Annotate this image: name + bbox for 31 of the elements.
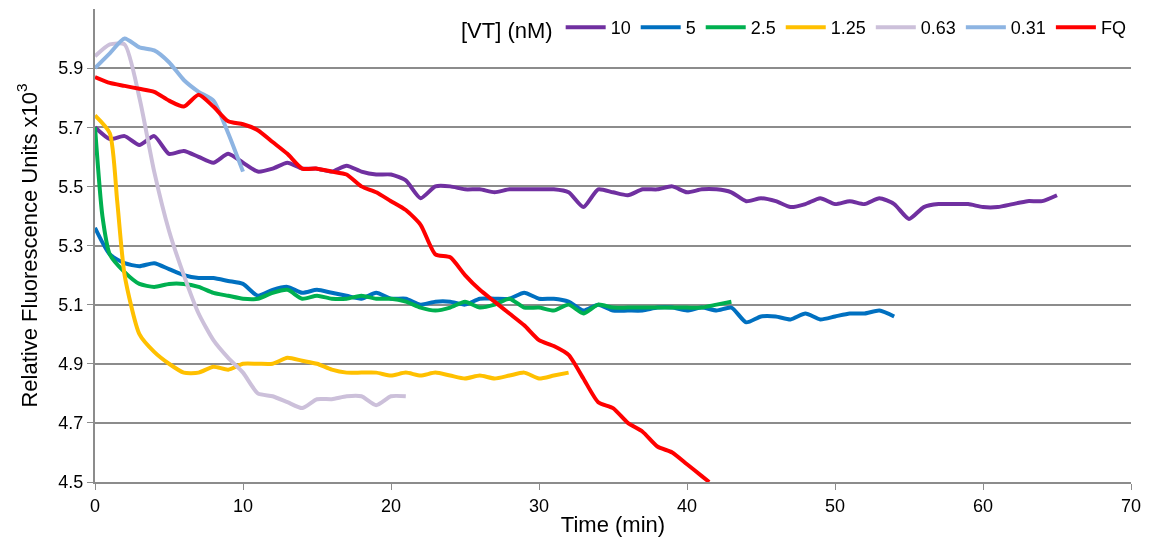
x-tick-label: 0	[89, 495, 101, 516]
line-series	[95, 113, 571, 381]
line-series	[95, 125, 734, 316]
y-tick-label: 5.9	[58, 58, 84, 79]
x-tick-label: 30	[528, 495, 550, 516]
y-tick-label: 4.5	[58, 472, 84, 493]
x-tick-label: 70	[1120, 495, 1142, 516]
line-series	[95, 74, 712, 482]
legend-label: FQ	[1100, 18, 1126, 39]
y-tick-label: 5.3	[58, 235, 84, 256]
x-axis-title: Time (min)	[560, 512, 666, 537]
legend-title: [VT] (nM)	[461, 17, 553, 43]
line-series	[95, 125, 1059, 221]
x-tick-label: 60	[972, 495, 994, 516]
line-series	[95, 41, 408, 411]
legend-label: 1.25	[830, 18, 866, 39]
legend-label: 10	[610, 18, 631, 39]
x-tick-label: 50	[824, 495, 846, 516]
y-tick-label: 5.1	[58, 294, 84, 315]
legend-label: 5	[685, 18, 696, 39]
legend-label: 0.63	[920, 18, 956, 39]
y-tick-label: 5.7	[58, 117, 84, 138]
y-tick-label: 5.5	[58, 176, 84, 197]
x-tick-label: 40	[676, 495, 698, 516]
y-tick-label: 4.7	[58, 413, 84, 434]
line-series	[95, 36, 245, 174]
x-tick-label: 20	[380, 495, 402, 516]
y-tick-label: 4.9	[58, 354, 84, 375]
x-tick-label: 10	[232, 495, 254, 516]
legend-label: 2.5	[750, 18, 776, 39]
legend-label: 0.31	[1010, 18, 1046, 39]
